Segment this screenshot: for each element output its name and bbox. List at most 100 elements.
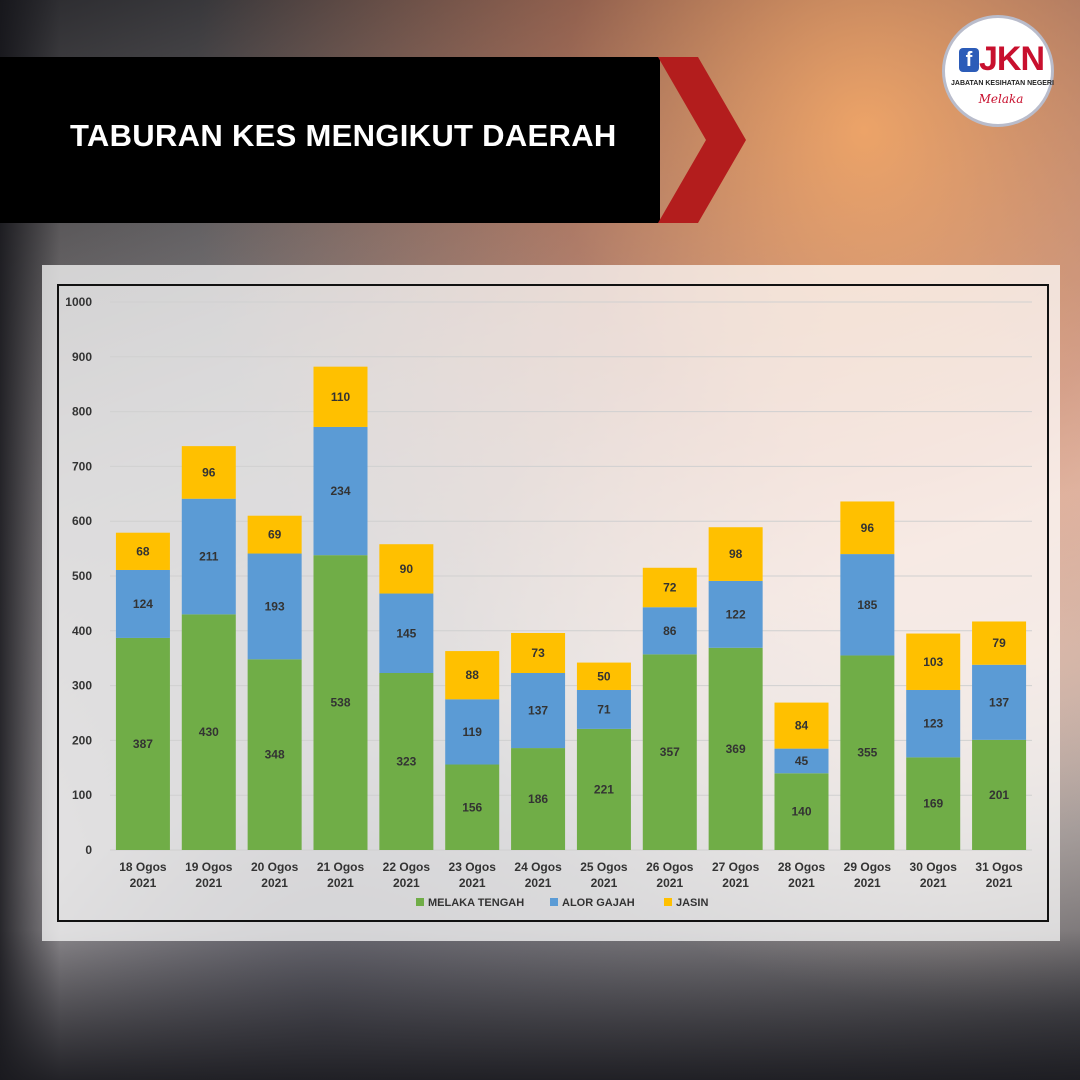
bar-segment — [181, 498, 236, 615]
data-label: 201 — [989, 788, 1009, 802]
data-label: 323 — [396, 754, 416, 768]
bar-segment — [115, 569, 170, 638]
x-tick-label-year: 2021 — [722, 876, 749, 890]
x-tick-label-year: 2021 — [525, 876, 552, 890]
y-tick-label: 600 — [72, 514, 92, 528]
legend-label: ALOR GAJAH — [562, 897, 635, 909]
y-tick-label: 700 — [72, 459, 92, 473]
bar-segment — [774, 773, 829, 850]
data-label: 110 — [331, 390, 351, 404]
data-label: 538 — [330, 696, 350, 710]
x-tick-label-year: 2021 — [195, 876, 222, 890]
x-tick-label-year: 2021 — [130, 876, 157, 890]
chart-frame — [57, 284, 1049, 922]
bar-segment — [708, 647, 763, 850]
data-label: 124 — [133, 597, 153, 611]
data-label: 45 — [795, 754, 809, 768]
bar-segment — [511, 672, 566, 749]
data-label: 98 — [729, 547, 743, 561]
bar-segment — [313, 426, 368, 556]
x-tick-label-year: 2021 — [459, 876, 486, 890]
title-banner — [0, 57, 660, 223]
bar-segment — [247, 659, 302, 850]
data-label: 96 — [861, 521, 875, 535]
x-tick-label: 30 Ogos — [910, 860, 958, 874]
bar-segment — [642, 654, 697, 850]
data-label: 145 — [396, 626, 416, 640]
bar-segment — [906, 689, 961, 758]
bar-segment — [576, 728, 631, 850]
bar-segment — [840, 554, 895, 656]
data-label: 169 — [923, 797, 943, 811]
y-tick-label: 1000 — [65, 295, 92, 309]
data-label: 79 — [992, 636, 1006, 650]
bar-segment — [840, 501, 895, 555]
y-tick-label: 400 — [72, 624, 92, 638]
y-tick-label: 200 — [72, 733, 92, 747]
data-label: 140 — [791, 805, 811, 819]
bar-segment — [972, 621, 1027, 665]
data-label: 211 — [199, 550, 219, 564]
bar-segment — [906, 633, 961, 690]
x-tick-label-year: 2021 — [920, 876, 947, 890]
data-label: 84 — [795, 719, 809, 733]
x-tick-label-year: 2021 — [393, 876, 420, 890]
x-tick-label: 29 Ogos — [844, 860, 892, 874]
bar-segment — [576, 689, 631, 729]
data-label: 193 — [265, 599, 285, 613]
bar-segment — [972, 739, 1027, 850]
logo-mark: JKN — [979, 40, 1045, 78]
bar-segment — [511, 748, 566, 850]
logo-script: Melaka — [978, 92, 1024, 106]
bar-segment — [642, 567, 697, 608]
bar-segment — [906, 757, 961, 850]
data-label: 96 — [202, 465, 216, 479]
data-label: 369 — [726, 742, 746, 756]
data-label: 221 — [594, 782, 614, 796]
legend-swatch — [416, 898, 424, 906]
data-label: 137 — [989, 695, 1009, 709]
data-label: 123 — [923, 717, 943, 731]
bar-segment — [642, 607, 697, 655]
x-tick-label: 26 Ogos — [646, 860, 694, 874]
x-tick-label: 22 Ogos — [383, 860, 431, 874]
bar-segment — [181, 446, 236, 499]
x-tick-label-year: 2021 — [327, 876, 354, 890]
y-tick-label: 500 — [72, 569, 92, 583]
data-label: 186 — [528, 792, 548, 806]
page-title: TABURAN KES MENGIKUT DAERAH — [70, 118, 617, 153]
x-tick-label-year: 2021 — [656, 876, 683, 890]
bar-segment — [115, 532, 170, 570]
data-label: 387 — [133, 737, 153, 751]
bar-segment — [774, 702, 829, 749]
jkn-logo: f JKN JABATAN KESIHATAN NEGERI Melaka — [942, 15, 1054, 127]
x-tick-label: 21 Ogos — [317, 860, 365, 874]
bar-segment — [313, 555, 368, 850]
bar-segment — [445, 699, 500, 765]
bar-segment — [972, 664, 1027, 740]
stacked-bar-chart: 0 100 200 300 400 500 600 700 800 900 1000 387 124 68… — [57, 284, 1049, 922]
x-tick-label: 24 Ogos — [514, 860, 562, 874]
x-tick-label-year: 2021 — [986, 876, 1013, 890]
data-label: 68 — [136, 544, 150, 558]
bar-segment — [379, 544, 434, 594]
data-label: 430 — [199, 725, 219, 739]
data-label: 72 — [663, 581, 677, 595]
x-tick-label: 23 Ogos — [449, 860, 497, 874]
data-label: 357 — [660, 745, 680, 759]
data-label: 355 — [857, 746, 877, 760]
bar-segment — [445, 651, 500, 700]
x-tick-label-year: 2021 — [261, 876, 288, 890]
bar-segment — [379, 593, 434, 673]
data-label: 88 — [466, 668, 480, 682]
legend-swatch — [664, 898, 672, 906]
bar-segment — [774, 748, 829, 774]
data-label: 50 — [597, 669, 611, 683]
y-tick-label: 900 — [72, 350, 92, 364]
background-shade-bottom — [0, 930, 1080, 1080]
x-tick-label-year: 2021 — [788, 876, 815, 890]
x-tick-label-year: 2021 — [854, 876, 881, 890]
bar-segment — [708, 580, 763, 648]
bar-segment — [511, 632, 566, 673]
facebook-icon: f — [959, 48, 979, 72]
